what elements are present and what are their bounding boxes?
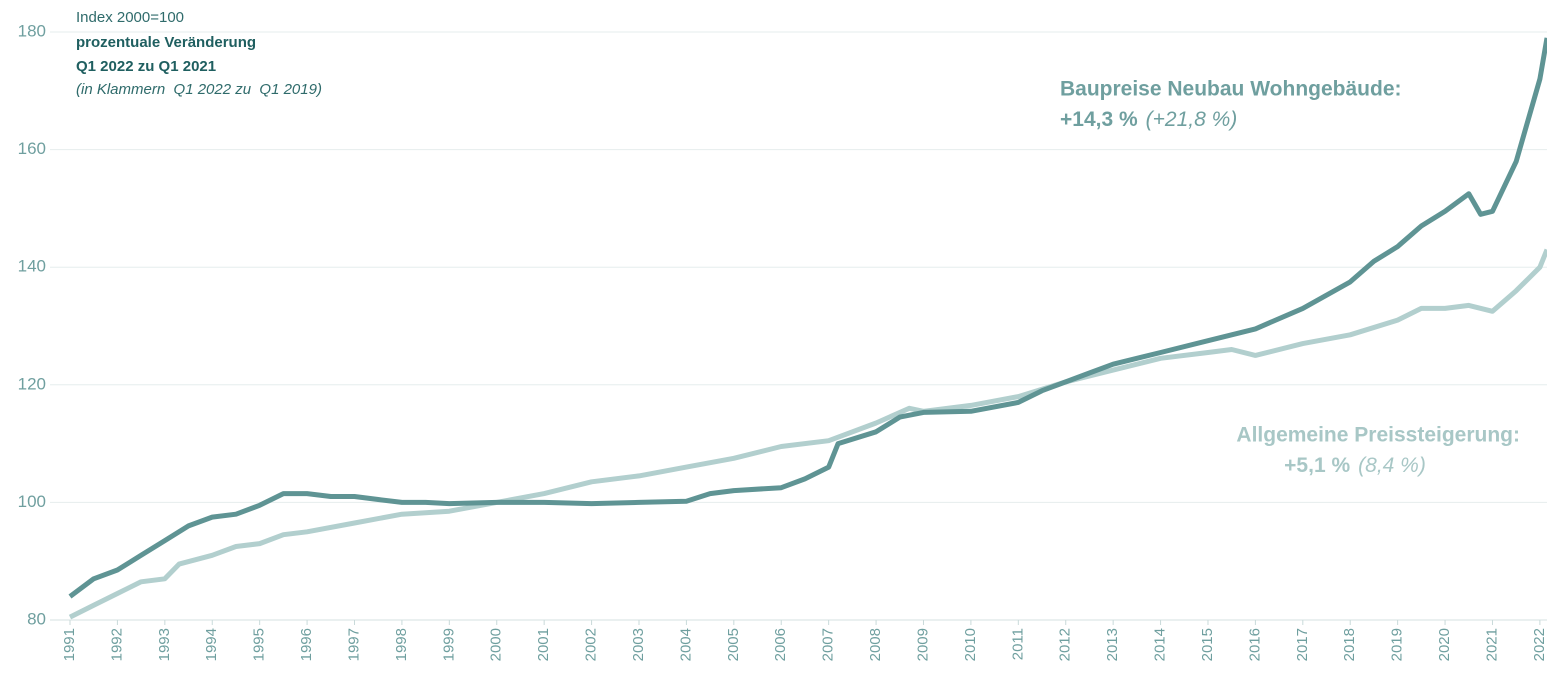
x-tick-label: 2014 [1152,628,1169,661]
x-tick-label: 2018 [1341,628,1358,661]
line [68,248,1547,620]
x-tick-label: 2008 [867,628,884,661]
note: Q1 2022 zu Q1 2021 [76,58,216,75]
x-tick-label: 2000 [488,628,505,661]
change-detail: (8,4 %) [1358,454,1426,477]
x-tick-label: 2004 [677,628,694,661]
x-tick-label: 2019 [1389,628,1406,661]
y-tick-label: 160 [18,139,46,158]
x-tick-label: 2013 [1104,628,1121,661]
note: Index 2000=100 [76,9,184,26]
x-tick-label: 2006 [772,628,789,661]
change-label: +14,3 % (+21,8 %) [1060,108,1237,131]
change-detail: (+21,8 %) [1146,108,1238,131]
x-tick-label: 1996 [298,628,315,661]
y-tick-label: 120 [18,374,46,393]
x-tick-label: 2007 [820,628,837,661]
x-tick-label: 1993 [156,628,173,661]
change-label: +5,1 % (8,4 %) [1284,454,1426,477]
x-tick-label: 2002 [583,628,600,661]
x-tick-label: 2015 [1199,628,1216,661]
x-tick-label: 2001 [535,628,552,661]
y-tick-label: 140 [18,257,46,276]
x-tick-label: 1998 [393,628,410,661]
x-tick-label: 1992 [108,628,125,661]
x-tick-label: 1994 [203,628,220,661]
x-tick-label: 1997 [345,628,362,661]
x-tick-label: 2009 [914,628,931,661]
x-tick-label: 2017 [1294,628,1311,661]
y-tick-label: 180 [18,21,46,40]
x-tick-label: 1995 [251,628,268,661]
y-tick-label: 100 [18,492,46,511]
x-tick-label: 2016 [1246,628,1263,661]
y-tick-label: 80 [27,609,46,628]
x-tick-label: 2011 [1009,628,1026,660]
note: (in Klammern Q1 2022 zu Q1 2019) [76,81,322,98]
line [68,37,1547,599]
note: prozentuale Veränderung [76,34,256,51]
x-tick-label: 2005 [725,628,742,661]
x-tick-label: 1999 [440,628,457,661]
legend-label: Baupreise Neubau Wohngebäude: [1060,78,1402,101]
legend-label: Allgemeine Preissteigerung: [1236,424,1520,447]
x-tick-label: 2012 [1057,628,1074,661]
change-value: +5,1 % [1284,454,1350,477]
x-tick-label: 1991 [61,628,78,661]
x-tick-label: 2021 [1483,628,1500,661]
change-value: +14,3 % [1060,108,1138,131]
x-tick-label: 2003 [630,628,647,661]
x-tick-label: 2020 [1436,628,1453,661]
x-tick-label: 2022 [1531,628,1547,661]
x-tick-label: 2010 [962,628,979,661]
